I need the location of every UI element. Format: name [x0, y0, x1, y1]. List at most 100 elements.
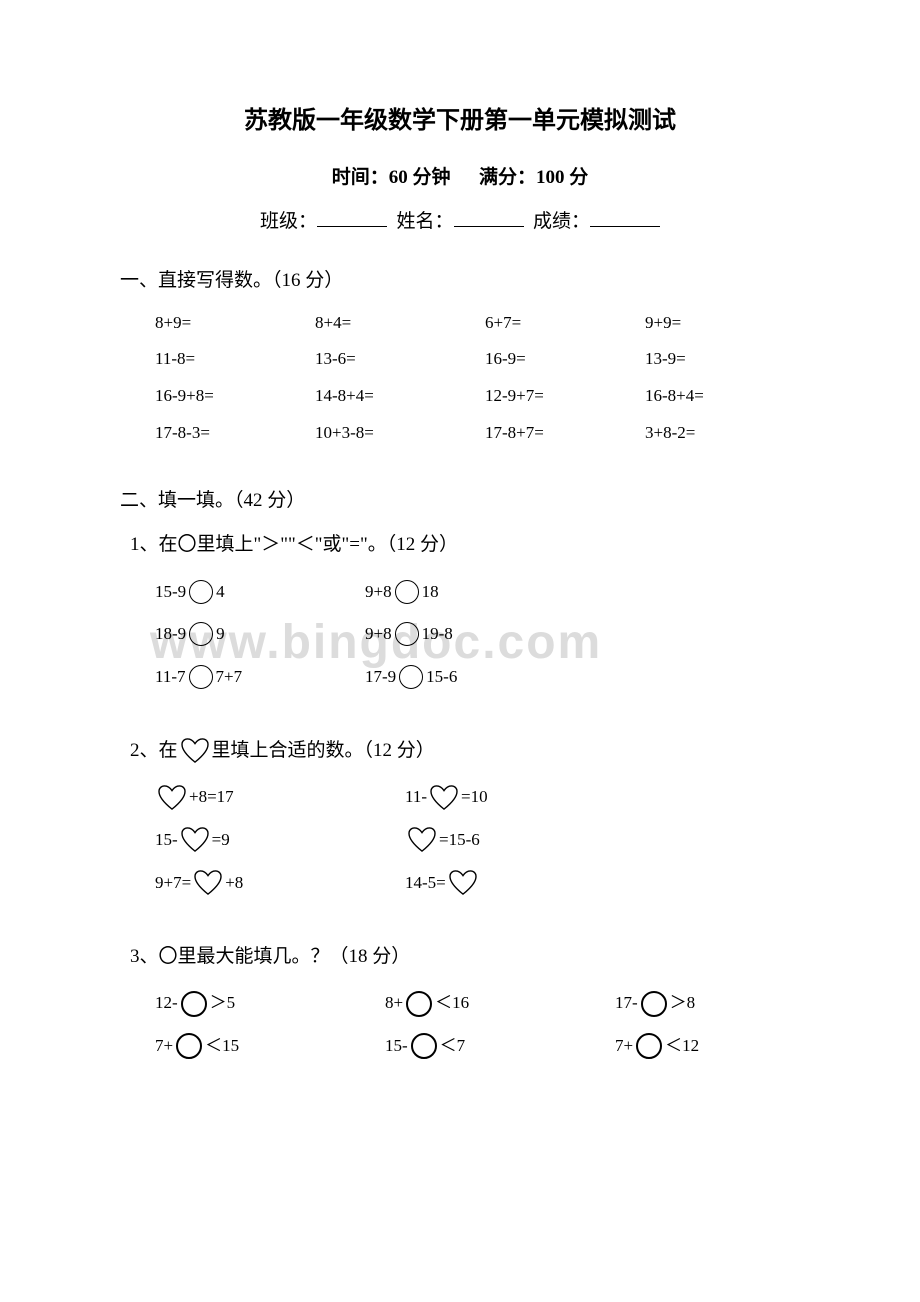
max-item: 17- ＞8	[615, 988, 695, 1019]
max-item: 8+ ＜16	[385, 988, 615, 1019]
heart-icon	[180, 827, 210, 853]
cell: 9+9=	[645, 308, 765, 339]
compare-row: 18-9 9 9+8 19-8	[155, 619, 790, 650]
compare-row: 15-9 4 9+8 18	[155, 577, 790, 608]
right: 7+7	[216, 662, 243, 693]
cell: 16-9+8=	[155, 381, 315, 412]
post: ＞8	[670, 988, 696, 1019]
heart-item: 15- =9	[155, 825, 405, 856]
heart-icon	[180, 738, 210, 764]
section2-head: 二、填一填。（42 分）	[120, 484, 790, 518]
heart-item: 9+7= +8	[155, 868, 405, 899]
section1-head: 一、直接写得数。（16 分）	[120, 264, 790, 298]
compare-item: 18-9 9	[155, 619, 365, 650]
q2-head-pre: 2、在	[130, 734, 178, 768]
left: 15-9	[155, 577, 186, 608]
cell: 8+9=	[155, 308, 315, 339]
subtitle-row: 时间：60 分钟 满分：100 分	[130, 161, 790, 195]
cell: 14-8+4=	[315, 381, 485, 412]
left: 18-9	[155, 619, 186, 650]
cell: 3+8-2=	[645, 418, 765, 449]
right: 19-8	[422, 619, 453, 650]
table-row: 8+9= 8+4= 6+7= 9+9=	[155, 308, 790, 339]
post: ＞5	[210, 988, 236, 1019]
compare-item: 9+8 18	[365, 577, 439, 608]
table-row: 16-9+8= 14-8+4= 12-9+7= 16-8+4=	[155, 381, 790, 412]
pre: 15-	[385, 1031, 408, 1062]
max-item: 15- ＜7	[385, 1031, 615, 1062]
q2-head: 2、在 里填上合适的数。（12 分）	[130, 734, 435, 768]
post: ＜12	[665, 1031, 699, 1062]
cell: 13-9=	[645, 344, 765, 375]
cell: 16-9=	[485, 344, 645, 375]
right: 15-6	[426, 662, 457, 693]
circle-icon	[189, 665, 213, 689]
compare-item: 17-9 15-6	[365, 662, 457, 693]
max-item: 7+ ＜15	[155, 1031, 385, 1062]
cell: 12-9+7=	[485, 381, 645, 412]
cell: 13-6=	[315, 344, 485, 375]
pre: 12-	[155, 988, 178, 1019]
cell: 10+3-8=	[315, 418, 485, 449]
heart-item: =15-6	[405, 825, 480, 856]
fullscore-text: 满分：100 分	[479, 167, 588, 188]
circle-icon	[176, 1033, 202, 1059]
circle-icon	[181, 991, 207, 1017]
heart-item: 14-5=	[405, 868, 480, 899]
compare-item: 9+8 19-8	[365, 619, 453, 650]
circle-icon	[406, 991, 432, 1017]
pre: 15-	[155, 825, 178, 856]
left: 11-7	[155, 662, 186, 693]
post: +8=17	[189, 782, 234, 813]
heart-row: +8=17 11- =10	[155, 782, 790, 813]
right: 9	[216, 619, 225, 650]
class-blank	[317, 208, 387, 227]
compare-row: 11-7 7+7 17-9 15-6	[155, 662, 790, 693]
q3-head: 3、〇里最大能填几。？（18 分）	[130, 940, 790, 974]
circle-icon	[395, 622, 419, 646]
pre: 7+	[155, 1031, 173, 1062]
right: 4	[216, 577, 225, 608]
heart-icon	[193, 870, 223, 896]
max-row: 12- ＞5 8+ ＜16 17- ＞8	[155, 988, 790, 1019]
class-label: 班级：	[260, 211, 317, 232]
heart-icon	[407, 827, 437, 853]
cell: 6+7=	[485, 308, 645, 339]
post: +8	[225, 868, 243, 899]
page-content: 苏教版一年级数学下册第一单元模拟测试 时间：60 分钟 满分：100 分 班级：…	[130, 100, 790, 1062]
heart-icon	[448, 870, 478, 896]
cell: 11-8=	[155, 344, 315, 375]
heart-item: 11- =10	[405, 782, 488, 813]
cell: 17-8+7=	[485, 418, 645, 449]
info-line: 班级： 姓名： 成绩：	[130, 205, 790, 239]
post: =9	[212, 825, 230, 856]
table-row: 11-8= 13-6= 16-9= 13-9=	[155, 344, 790, 375]
pre: 17-	[615, 988, 638, 1019]
right: 18	[422, 577, 439, 608]
name-blank	[454, 208, 524, 227]
heart-row: 9+7= +8 14-5=	[155, 868, 790, 899]
max-item: 12- ＞5	[155, 988, 385, 1019]
time-text: 时间：60 分钟	[332, 167, 451, 188]
heart-item: +8=17	[155, 782, 405, 813]
table-row: 17-8-3= 10+3-8= 17-8+7= 3+8-2=	[155, 418, 790, 449]
pre: 11-	[405, 782, 427, 813]
pre: 8+	[385, 988, 403, 1019]
post: ＜7	[440, 1031, 466, 1062]
circle-icon	[395, 580, 419, 604]
score-blank	[590, 208, 660, 227]
pre: 14-5=	[405, 868, 446, 899]
q2-head-post: 里填上合适的数。（12 分）	[212, 734, 435, 768]
circle-icon	[636, 1033, 662, 1059]
circle-icon	[189, 622, 213, 646]
left: 9+8	[365, 577, 392, 608]
q1-head: 1、在〇里填上"＞""＜"或"="。（12 分）	[130, 528, 790, 562]
circle-icon	[399, 665, 423, 689]
circle-icon	[411, 1033, 437, 1059]
heart-icon	[157, 785, 187, 811]
cell: 16-8+4=	[645, 381, 765, 412]
post: ＜16	[435, 988, 469, 1019]
compare-item: 11-7 7+7	[155, 662, 365, 693]
page-title: 苏教版一年级数学下册第一单元模拟测试	[130, 100, 790, 143]
name-label: 姓名：	[396, 211, 453, 232]
